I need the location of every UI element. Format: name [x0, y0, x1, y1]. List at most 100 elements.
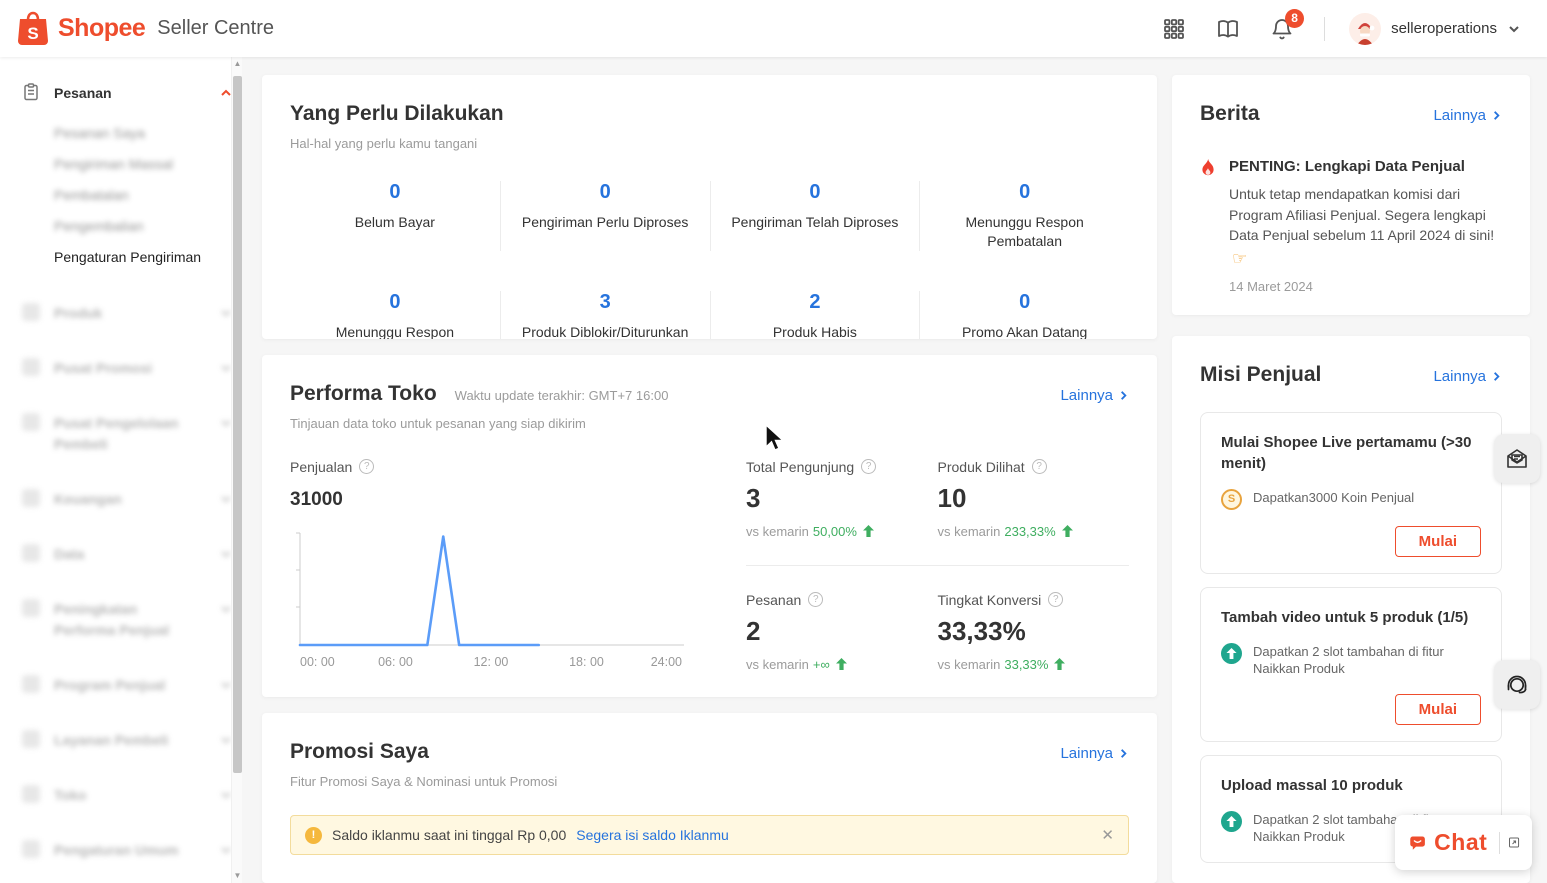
mulai-button[interactable]: Mulai: [1394, 693, 1481, 725]
promosi-saya-card: Promosi Saya Lainnya Fitur Promosi Saya …: [262, 713, 1157, 883]
arrow-up-icon: [1061, 525, 1073, 538]
sidebar-item-toko[interactable]: Toko: [22, 785, 232, 806]
svg-text:00: 00: 00: 00: [300, 655, 335, 669]
sidebar-item-program-penjual[interactable]: Program Penjual: [22, 675, 232, 696]
messages-fab[interactable]: [1494, 434, 1540, 483]
pesanan-submenu: Pesanan Saya Pengiriman Massal Pembatala…: [54, 118, 232, 273]
keuangan-icon: [22, 489, 40, 507]
sales-chart-block: Penjualan ? 31000 00: 00 06: 00 12: 00 18: …: [290, 459, 718, 676]
close-icon[interactable]: ✕: [1101, 827, 1114, 845]
account-menu[interactable]: selleroperations: [1349, 12, 1521, 45]
metric-tingkat-konversi: Tingkat Konversi? 33,33% vs kemarin 33,33…: [938, 592, 1130, 672]
help-icon[interactable]: ?: [861, 459, 877, 475]
envelope-icon: [1507, 448, 1527, 468]
sidebar-item-data[interactable]: Data: [22, 544, 232, 565]
sales-label: Penjualan: [290, 458, 353, 475]
sidebar-item-pusat-pengelolaan-pembeli[interactable]: Pusat Pengelolaan Pembeli: [22, 413, 232, 455]
sidebar-item-pengembalian[interactable]: Pengembalian: [54, 218, 144, 234]
sidebar-item-pembatalan[interactable]: Pembatalan: [54, 187, 129, 203]
chat-label: Chat: [1434, 829, 1488, 855]
support-fab[interactable]: [1494, 660, 1540, 709]
expand-icon[interactable]: [1508, 833, 1520, 852]
stat-produk-diblokir: 3 Produk Diblokir/Diturunkan: [499, 290, 710, 339]
chevron-right-icon: [1494, 111, 1500, 120]
help-icon[interactable]: ?: [1048, 592, 1064, 608]
produk-icon: [22, 303, 40, 321]
sidebar-scrollbar[interactable]: ▲ ▼: [231, 57, 242, 883]
berita-lainnya-link[interactable]: Lainnya: [1433, 107, 1502, 124]
berita-card: Berita Lainnya PENTING: Lengkapi Data Pe…: [1172, 75, 1530, 315]
learning-book-icon[interactable]: [1216, 17, 1240, 41]
sidebar-item-pengiriman-massal[interactable]: Pengiriman Massal: [54, 156, 174, 172]
header-divider: [1324, 16, 1326, 41]
misi-title: Misi Penjual: [1200, 362, 1322, 386]
arrow-up-icon: [862, 525, 874, 538]
sidebar-item-produk[interactable]: Produk: [22, 303, 232, 324]
chat-divider: [1499, 831, 1500, 854]
mulai-button[interactable]: Mulai: [1394, 525, 1481, 557]
shopee-logo[interactable]: S Shopee Seller Centre: [16, 10, 274, 48]
sidebar-item-label: Pesanan: [54, 85, 112, 101]
svg-text:18: 00: 18: 00: [569, 655, 604, 669]
scroll-down-arrow[interactable]: ▼: [233, 871, 242, 880]
berita-title: Berita: [1200, 102, 1260, 125]
product-name: Seller Centre: [157, 17, 275, 39]
program-penjual-icon: [22, 675, 40, 693]
arrow-up-icon: [835, 658, 847, 671]
notification-badge: 8: [1285, 8, 1305, 28]
shopee-bag-icon: S: [18, 11, 48, 45]
sidebar-item-peningkatan-performa[interactable]: Peningkatan Performa Penjual: [22, 599, 232, 641]
misi-lainnya-link[interactable]: Lainnya: [1433, 368, 1502, 385]
top-header: S Shopee Seller Centre 8: [0, 0, 1547, 57]
coin-icon: S: [1221, 488, 1242, 510]
layanan-pembeli-icon: [22, 730, 40, 748]
chat-widget[interactable]: Chat: [1395, 815, 1532, 870]
stat-produk-habis: 2 Produk Habis: [709, 290, 920, 339]
todo-card: Yang Perlu Dilakukan Hal-hal yang perlu …: [262, 75, 1157, 339]
banner-text: Saldo iklanmu saat ini tinggal Rp 0,00: [332, 827, 567, 844]
notification-bell-icon[interactable]: 8: [1270, 8, 1305, 41]
peningkatan-icon: [22, 599, 40, 617]
boost-arrow-icon: [1221, 642, 1242, 664]
chevron-right-icon: [1494, 371, 1500, 381]
chevron-down-icon: [221, 682, 231, 689]
apps-grid-icon[interactable]: [1162, 17, 1186, 41]
todo-title: Yang Perlu Dilakukan: [290, 102, 504, 125]
scroll-up-arrow[interactable]: ▲: [233, 59, 242, 68]
sidebar-item-pengaturan-umum[interactable]: Pengaturan Umum: [22, 840, 232, 861]
flame-icon: [1202, 159, 1214, 176]
help-icon[interactable]: ?: [808, 592, 824, 608]
news-title[interactable]: PENTING: Lengkapi Data Penjual: [1229, 158, 1465, 175]
chevron-down-icon: [221, 847, 231, 854]
sidebar-item-pusat-promosi[interactable]: Pusat Promosi: [22, 358, 232, 379]
boost-arrow-icon: [1221, 810, 1242, 832]
banner-topup-link[interactable]: Segera isi saldo Iklanmu: [576, 827, 729, 844]
promosi-lainnya-link[interactable]: Lainnya: [1060, 745, 1129, 762]
pusat-pengelolaan-icon: [22, 413, 40, 431]
pengaturan-icon: [22, 840, 40, 858]
clipboard-icon: [22, 83, 40, 101]
sidebar-item-keuangan[interactable]: Keuangan: [22, 489, 232, 510]
metric-pesanan: Pesanan? 2 vs kemarin +∞: [746, 592, 938, 672]
chevron-down-icon: [221, 737, 231, 744]
help-icon[interactable]: ?: [359, 459, 375, 475]
sales-line-chart: 00: 00 06: 00 12: 00 18: 00 24:00: [296, 532, 684, 669]
chevron-down-icon: [221, 365, 231, 372]
help-icon[interactable]: ?: [1031, 459, 1047, 475]
sidebar-item-layanan-pembeli[interactable]: Layanan Pembeli: [22, 730, 232, 751]
sidebar-item-pesanan-saya[interactable]: Pesanan Saya: [54, 125, 146, 141]
headset-icon: [1507, 675, 1527, 693]
performa-lainnya-link[interactable]: Lainnya: [1060, 387, 1129, 404]
sidebar-item-pengaturan-pengiriman[interactable]: Pengaturan Pengiriman: [54, 249, 202, 265]
misi-penjual-card: Misi Penjual Lainnya Mulai Shopee Live p…: [1172, 335, 1530, 883]
username: selleroperations: [1391, 20, 1497, 37]
performa-subtitle: Tinjauan data toko untuk pesanan yang si…: [290, 415, 586, 431]
stat-belum-bayar: 0 Belum Bayar: [354, 181, 435, 230]
news-item[interactable]: PENTING: Lengkapi Data Penjual Untuk tet…: [1200, 158, 1502, 294]
scrollbar-thumb[interactable]: [233, 76, 242, 773]
promosi-subtitle: Fitur Promosi Saya & Nominasi untuk Prom…: [290, 774, 558, 790]
sidebar-item-pesanan[interactable]: Pesanan: [22, 83, 232, 104]
avatar: [1349, 12, 1382, 45]
chevron-down-icon: [221, 551, 231, 558]
